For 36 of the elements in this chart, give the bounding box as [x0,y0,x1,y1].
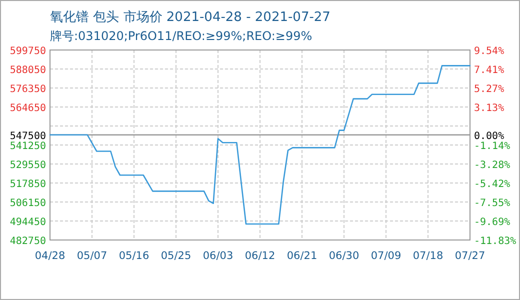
y2-tick-label: -5.42% [474,179,510,190]
x-tick-label: 05/16 [118,250,150,262]
x-tick-label: 05/25 [160,250,192,262]
y-tick-label: 506150 [10,198,46,209]
y2-tick-label: -1.14% [474,140,510,152]
x-tick-label: 04/28 [34,250,66,262]
y-tick-label: 517850 [10,179,46,190]
x-tick-label: 06/12 [244,250,276,262]
y2-tick-label: -3.28% [474,160,510,171]
y2-tick-label: 0.00% [474,130,504,142]
y2-tick-label: 3.13% [474,102,504,114]
y2-tick-label: -9.69% [474,216,510,228]
y-tick-label: 541250 [10,141,46,152]
y-tick-label: 576350 [10,84,46,95]
x-tick-label: 07/09 [370,250,402,262]
y2-tick-label: -7.55% [474,198,510,209]
y-tick-label: 547500 [10,130,46,142]
x-tick-label: 06/30 [328,250,360,262]
x-tick-label: 07/27 [454,250,486,262]
y-tick-label: 588050 [10,65,46,76]
chart-title: 氧化镨 包头 市场价 2021-04-28 - 2021-07-27 [50,10,330,25]
y-tick-label: 482750 [10,236,46,247]
y2-tick-label: -11.83% [474,236,516,247]
x-tick-label: 06/21 [286,250,318,262]
y-tick-label: 494450 [10,217,46,228]
y-tick-label: 564650 [10,103,46,114]
line-series [49,65,471,225]
x-tick-label: 06/03 [202,250,234,262]
chart-subtitle: 牌号:031020;Pr6O11/REO:≥99%;REO:≥99% [50,29,312,43]
y2-tick-label: 7.41% [474,64,504,76]
y2-tick-label: 9.54% [474,46,504,57]
x-tick-label: 05/07 [76,250,108,262]
y-tick-label: 529550 [10,160,46,171]
y2-tick-label: 5.27% [474,84,504,95]
y-tick-label: 599750 [10,46,46,57]
x-tick-label: 07/18 [412,250,444,262]
